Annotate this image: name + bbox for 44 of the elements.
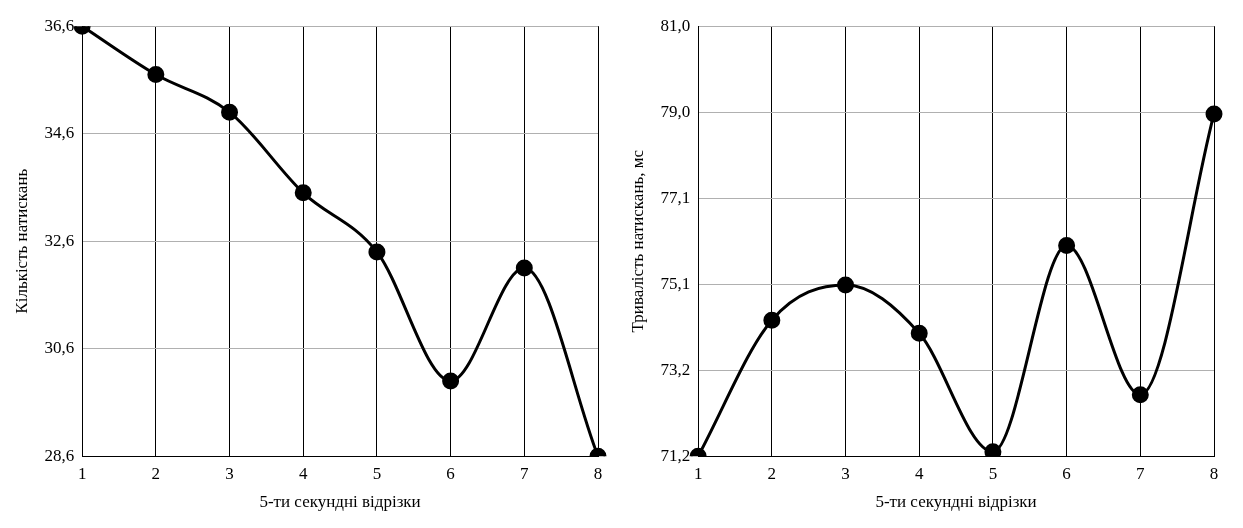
y-tick-label: 77,1 <box>660 187 691 207</box>
y-axis-title: Кількість натискань <box>11 168 31 314</box>
x-tick-label: 7 <box>520 463 530 483</box>
point <box>1131 386 1149 404</box>
y-tick-label: 75,1 <box>660 273 691 293</box>
x-tick-label: 8 <box>1209 463 1219 483</box>
point <box>294 184 312 202</box>
y-tick-label: 81,0 <box>660 15 691 35</box>
point <box>368 243 386 261</box>
x-tick-label: 4 <box>914 463 924 483</box>
x-tick-label: 6 <box>446 463 455 483</box>
x-tick-label: 5 <box>988 463 998 483</box>
y-axis-title: Тривалість натискань, мс <box>627 149 647 333</box>
point <box>221 103 239 121</box>
point <box>837 276 855 294</box>
point <box>515 259 533 277</box>
x-tick-label: 3 <box>841 463 850 483</box>
x-axis-title: 5-ти секундні відрізки <box>259 492 421 512</box>
y-tick-label: 30,6 <box>44 338 75 358</box>
point <box>910 324 928 342</box>
y-tick-label: 28,6 <box>44 445 75 465</box>
y-tick-label: 71,2 <box>660 445 691 465</box>
x-axis-title: 5-ти секундні відрізки <box>875 492 1037 512</box>
point <box>984 443 1002 457</box>
y-tick-label: 79,0 <box>660 101 691 121</box>
y-tick-label: 73,2 <box>660 359 691 379</box>
y-tick-label: 34,6 <box>44 123 75 143</box>
x-tick-label: 7 <box>1136 463 1146 483</box>
point <box>1058 237 1076 255</box>
y-tick-label: 32,6 <box>44 230 75 250</box>
x-tick-label: 1 <box>693 463 703 483</box>
x-tick-label: 4 <box>298 463 308 483</box>
x-tick-label: 1 <box>77 463 87 483</box>
point <box>763 311 781 329</box>
point <box>442 372 460 390</box>
x-tick-label: 3 <box>225 463 234 483</box>
x-tick-label: 5 <box>372 463 382 483</box>
x-tick-label: 2 <box>767 463 777 483</box>
x-tick-label: 2 <box>151 463 161 483</box>
x-tick-label: 6 <box>1062 463 1071 483</box>
y-tick-label: 36,6 <box>44 15 75 35</box>
x-tick-label: 8 <box>593 463 603 483</box>
point <box>1205 105 1223 123</box>
point <box>147 66 165 84</box>
